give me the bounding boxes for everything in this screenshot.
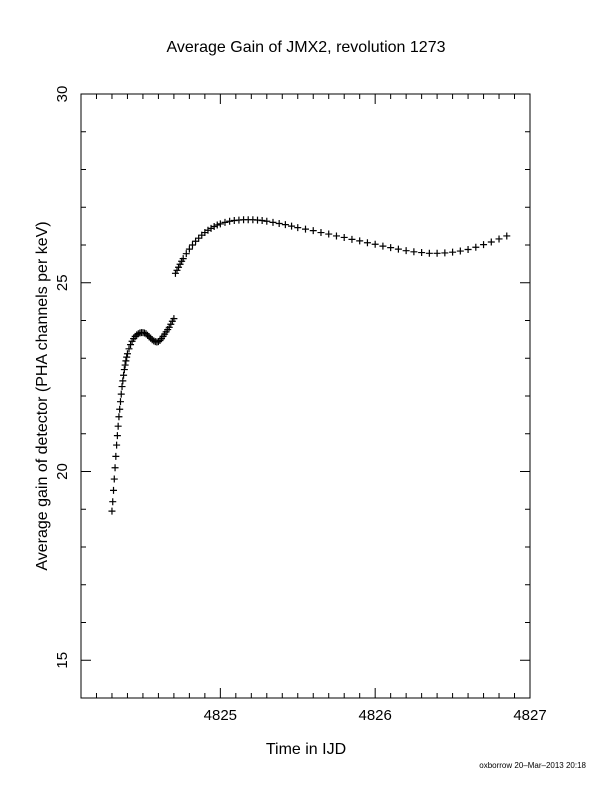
data-point — [117, 390, 125, 398]
data-point — [165, 323, 173, 331]
data-point — [125, 345, 133, 353]
data-point — [118, 383, 126, 391]
data-point — [258, 216, 266, 224]
data-point — [167, 320, 175, 328]
data-point — [116, 405, 124, 413]
data-point — [145, 333, 153, 341]
data-point — [112, 452, 120, 460]
data-point — [332, 232, 340, 240]
chart-title: Average Gain of JMX2, revolution 1273 — [167, 39, 446, 56]
data-point — [213, 221, 221, 229]
footer-credit: oxborrow 20–Mar–2013 20:18 — [479, 761, 586, 770]
x-tick-label: 4826 — [358, 707, 391, 724]
data-points — [108, 216, 511, 515]
data-point — [173, 266, 181, 274]
data-point — [363, 239, 371, 247]
data-point — [110, 475, 118, 483]
x-axis-label: Time in IJD — [266, 741, 346, 758]
data-point — [123, 353, 131, 361]
data-point — [433, 249, 441, 257]
data-point — [122, 357, 130, 365]
data-point — [120, 371, 128, 379]
data-point — [142, 330, 150, 338]
data-point — [123, 350, 131, 358]
data-point — [226, 217, 234, 225]
data-point — [192, 237, 200, 245]
x-tick-label: 4827 — [513, 707, 546, 724]
data-point — [113, 441, 121, 449]
y-tick-label: 20 — [54, 463, 71, 480]
data-point — [402, 247, 410, 255]
y-tick-label: 15 — [54, 652, 71, 669]
data-point — [221, 218, 229, 226]
data-point — [371, 240, 379, 248]
data-point — [410, 248, 418, 256]
data-point — [170, 315, 178, 323]
data-point — [302, 225, 309, 233]
data-point — [449, 248, 457, 256]
data-point — [263, 217, 271, 225]
data-point — [288, 222, 296, 230]
data-point — [119, 377, 127, 385]
x-tick-label: 4825 — [204, 707, 237, 724]
data-point — [418, 249, 426, 257]
y-tick-label: 25 — [54, 274, 71, 291]
plot-frame — [80, 93, 531, 699]
data-point — [114, 422, 122, 430]
data-point — [441, 249, 449, 257]
data-point — [275, 219, 283, 227]
data-point — [121, 361, 129, 369]
data-point — [472, 243, 480, 251]
data-point — [144, 331, 152, 339]
data-point — [464, 246, 472, 254]
data-point — [171, 269, 179, 277]
data-point — [294, 224, 302, 232]
data-point — [379, 242, 387, 250]
data-point — [116, 398, 124, 406]
data-point — [108, 507, 116, 515]
data-point — [348, 235, 356, 243]
data-point — [495, 235, 503, 243]
data-point — [176, 260, 184, 268]
data-point — [480, 241, 488, 249]
data-point — [109, 498, 117, 506]
data-point — [179, 255, 187, 263]
data-point — [115, 413, 123, 421]
data-point — [182, 250, 190, 258]
axis-tick-labels: 4825 4826 4827 15 20 25 30 — [54, 86, 547, 724]
axis-ticks — [80, 93, 531, 699]
data-point — [120, 366, 128, 374]
data-point — [487, 238, 495, 246]
data-point — [111, 464, 119, 472]
data-point — [110, 486, 118, 494]
data-point — [216, 220, 224, 228]
data-point — [503, 232, 511, 240]
data-point — [127, 341, 135, 349]
y-tick-label: 30 — [54, 86, 71, 103]
y-axis-label: Average gain of detector (PHA channels p… — [34, 221, 51, 570]
data-point — [317, 229, 325, 237]
data-point — [195, 234, 203, 242]
data-point — [425, 249, 433, 257]
data-point — [188, 241, 196, 249]
data-point — [394, 245, 402, 253]
data-point — [456, 247, 464, 255]
data-point — [113, 432, 121, 440]
data-point — [281, 221, 289, 229]
data-point — [356, 237, 364, 245]
data-point — [269, 218, 277, 226]
data-point — [175, 263, 183, 271]
data-point — [387, 244, 395, 252]
data-point — [340, 233, 348, 241]
data-point — [154, 338, 162, 346]
data-point — [185, 245, 193, 253]
data-point — [134, 330, 142, 338]
data-point — [325, 230, 333, 238]
data-point — [210, 223, 218, 231]
data-point — [309, 227, 317, 235]
data-point — [150, 337, 158, 345]
